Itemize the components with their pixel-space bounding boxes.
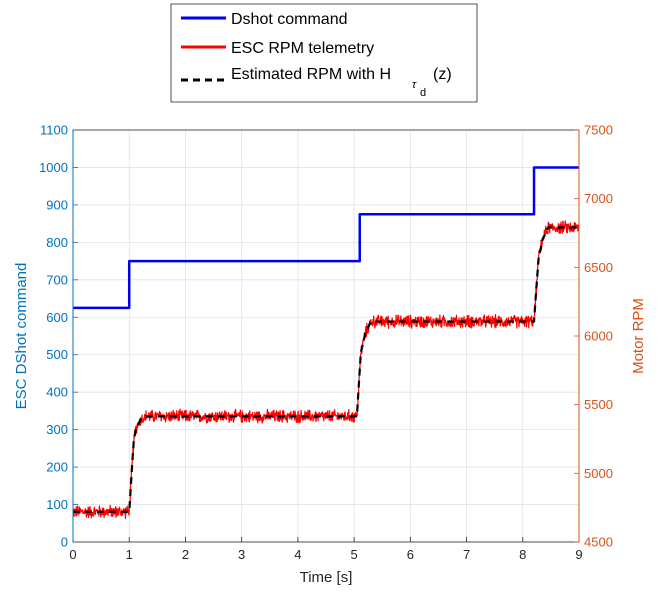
plot-background <box>73 130 579 542</box>
legend-label-telemetry: ESC RPM telemetry <box>231 40 374 57</box>
right-y-tick-label: 6500 <box>584 260 613 275</box>
x-tick-label: 5 <box>350 547 357 562</box>
x-axis-label: Time [s] <box>300 569 353 586</box>
right-y-tick-label: 7000 <box>584 191 613 206</box>
right-y-axis-label: Motor RPM <box>630 298 647 374</box>
x-tick-label: 6 <box>407 547 414 562</box>
right-y-tick-label: 7500 <box>584 123 613 138</box>
left-y-tick-label: 400 <box>46 385 68 400</box>
left-y-tick-label: 300 <box>46 422 68 437</box>
left-y-tick-label: 800 <box>46 235 68 250</box>
left-y-tick-label: 1100 <box>40 123 68 138</box>
left-y-tick-label: 0 <box>61 535 68 550</box>
x-tick-label: 4 <box>294 547 301 562</box>
left-y-axis: 0 100 200 300 400 500 600 700 800 900 1000 1100 <box>39 123 78 550</box>
left-y-axis-label: ESC DShot command <box>13 263 30 410</box>
series-estimated-rpm <box>73 226 579 513</box>
left-y-tick-label: 500 <box>46 347 68 362</box>
series-layer <box>72 166 580 520</box>
legend-label-estimate-sub: τ <box>412 79 417 91</box>
left-y-tick-label: 700 <box>46 272 68 287</box>
right-y-tick-label: 6000 <box>584 329 613 344</box>
x-tick-label: 2 <box>182 547 189 562</box>
x-tick-label: 9 <box>575 547 582 562</box>
legend-label-estimate-suffix: (z) <box>433 66 452 83</box>
right-y-tick-label: 5000 <box>584 466 613 481</box>
series-esc-rpm-telemetry <box>72 220 580 520</box>
right-y-tick-label: 4500 <box>584 535 613 550</box>
right-y-tick-label: 5500 <box>584 397 613 412</box>
x-tick-label: 0 <box>69 547 76 562</box>
left-y-tick-label: 600 <box>46 310 68 325</box>
right-y-axis: 4500 5000 5500 6000 6500 7000 7500 <box>574 123 613 550</box>
series-dshot-command <box>73 166 579 310</box>
legend-label-estimate: Estimated RPM with H <box>231 66 391 83</box>
left-y-tick-label: 100 <box>46 497 68 512</box>
left-y-tick-label: 1000 <box>39 160 68 175</box>
x-tick-label: 7 <box>463 547 470 562</box>
legend: Dshot command ESC RPM telemetry Estimate… <box>170 3 478 103</box>
legend-label-dshot: Dshot command <box>231 11 348 28</box>
legend-box <box>170 3 478 103</box>
left-y-tick-label: 900 <box>46 197 68 212</box>
legend-label-estimate-subsub: d <box>420 87 426 99</box>
x-tick-label: 8 <box>519 547 526 562</box>
x-tick-label: 1 <box>126 547 133 562</box>
left-y-tick-label: 200 <box>46 460 68 475</box>
x-tick-label: 3 <box>238 547 245 562</box>
